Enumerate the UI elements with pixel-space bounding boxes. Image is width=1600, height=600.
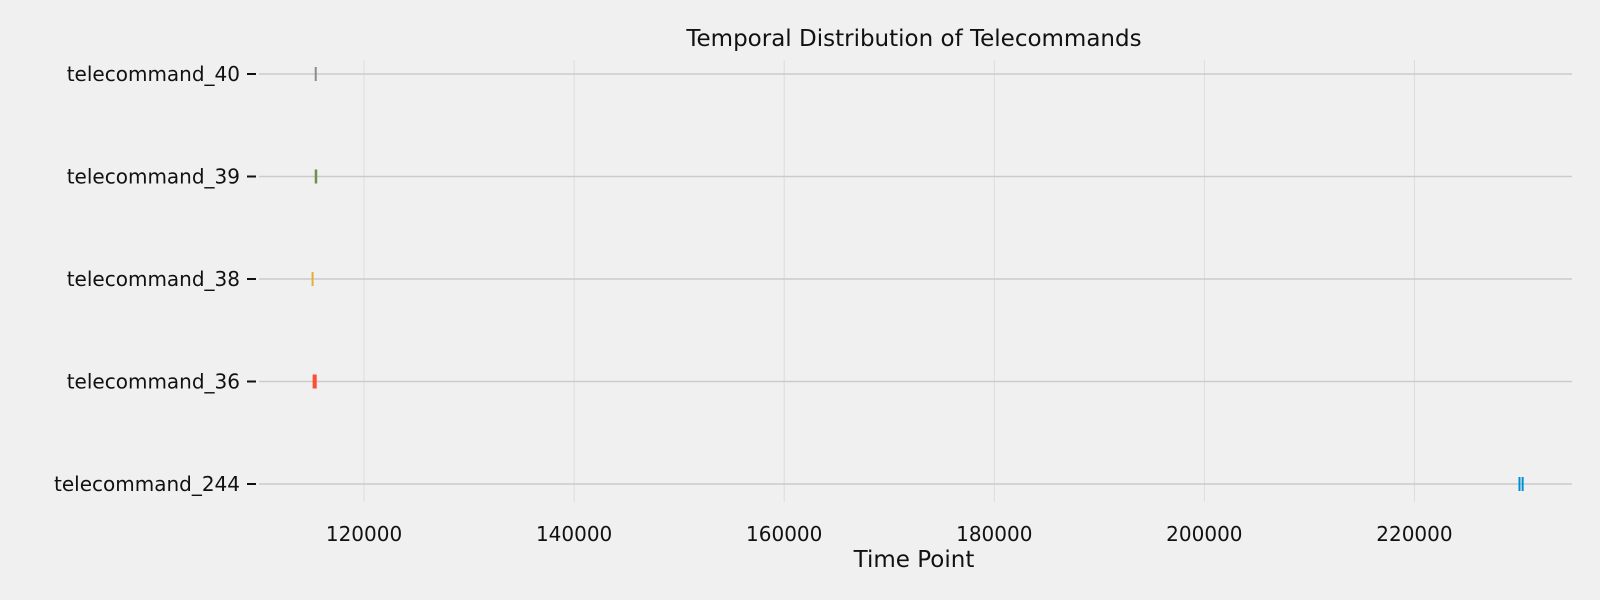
grid-lines <box>259 60 1572 502</box>
x-tick-label: 160000 <box>746 522 822 546</box>
y-tick-label: telecommand_36 <box>67 370 240 394</box>
y-tick-label: telecommand_38 <box>67 267 240 291</box>
x-tick-label: 120000 <box>326 522 402 546</box>
y-tick-label: telecommand_39 <box>67 165 240 189</box>
axis-ticks: 120000 140000 160000 180000 200000 220000 tele… <box>54 62 1453 546</box>
x-tick-label: 140000 <box>536 522 612 546</box>
y-tick-label: telecommand_244 <box>54 472 240 496</box>
event-marks <box>311 67 1524 491</box>
x-tick-label: 220000 <box>1376 522 1452 546</box>
chart-title: Temporal Distribution of Telecommands <box>685 26 1141 52</box>
y-tick-label: telecommand_40 <box>67 62 240 86</box>
x-tick-label: 200000 <box>1166 522 1242 546</box>
x-axis-label: Time Point <box>853 547 975 573</box>
x-tick-label: 180000 <box>956 522 1032 546</box>
